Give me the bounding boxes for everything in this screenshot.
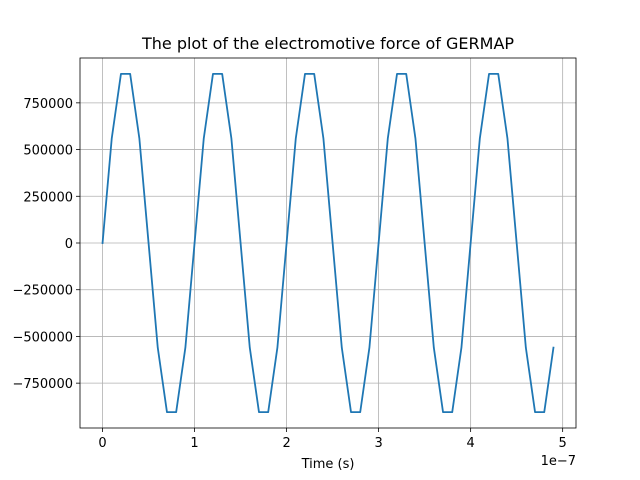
y-tick-label: 250000 [23,190,73,205]
y-tick-label: −500000 [12,330,73,345]
x-axis-offset-text: 1e−7 [541,454,576,469]
y-tick-label: −250000 [12,284,73,299]
x-tick-label: 0 [98,436,106,451]
y-tick-label: 750000 [23,97,73,112]
x-tick-label: 5 [559,436,567,451]
series-layer [101,72,555,414]
y-tick-label: 0 [65,237,73,252]
y-tick-label: 500000 [23,144,73,159]
x-tick-label: 1 [190,436,198,451]
series-line [101,72,555,414]
x-axis-label: Time (s) [301,457,355,472]
x-tick-label: 3 [374,436,382,451]
x-tick-label: 4 [466,436,474,451]
tick-layer: 0 1 2 3 4 5 −750000 −500000 −250000 0 250000 500000… [12,97,566,451]
chart-title: The plot of the electromotive force of G… [141,34,514,53]
y-tick-label: −750000 [12,377,73,392]
x-tick-label: 2 [282,436,290,451]
